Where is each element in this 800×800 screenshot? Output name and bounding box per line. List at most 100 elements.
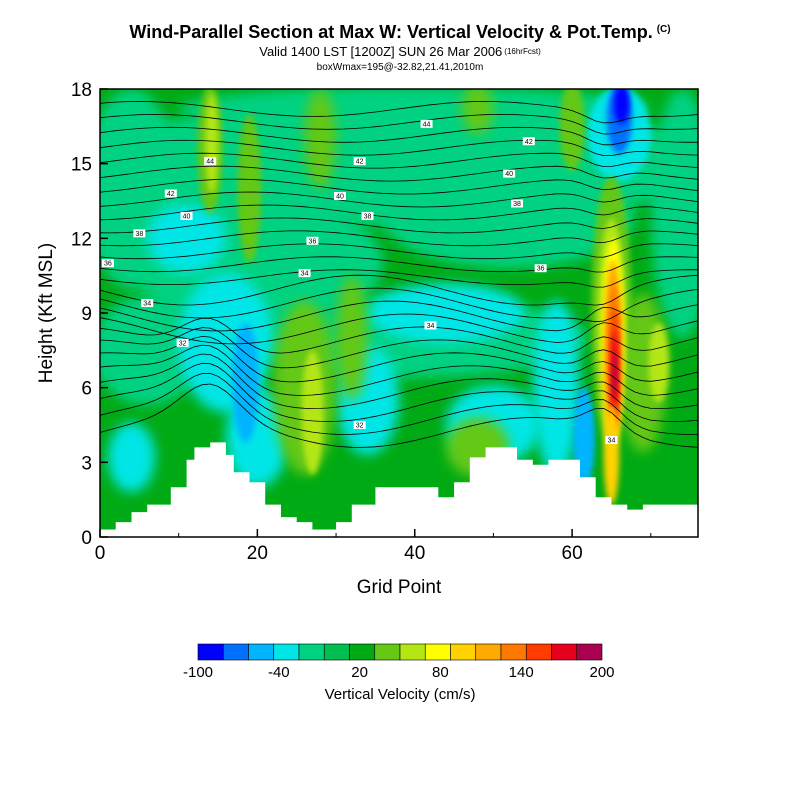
y-tick-label: 15 xyxy=(71,155,92,176)
contour-label-box xyxy=(605,435,618,444)
contour-label-text: 44 xyxy=(423,121,431,128)
contour-label-text: 38 xyxy=(135,231,143,238)
x-tick-label: 60 xyxy=(562,543,583,564)
contour-label-box xyxy=(361,211,374,220)
contour-label-40: 40 xyxy=(503,169,516,178)
theta-contour-line xyxy=(100,274,698,306)
velocity-cell-25 xyxy=(648,322,669,403)
contour-label-box xyxy=(176,338,189,347)
contour-label-box xyxy=(180,211,193,220)
colorbar-swatch xyxy=(248,643,275,661)
contour-label-38: 38 xyxy=(133,229,146,238)
contour-label-text: 42 xyxy=(167,191,175,198)
colorbar-swatch xyxy=(374,643,401,661)
theta-contours xyxy=(100,100,698,448)
theta-contour-line xyxy=(100,344,698,396)
colorbar-swatch xyxy=(551,643,578,661)
contour-label-text: 44 xyxy=(206,159,214,166)
velocity-cell-41 xyxy=(603,405,620,505)
colorbar-swatch xyxy=(450,643,477,661)
theta-contour-line xyxy=(100,113,698,135)
contour-label-text: 32 xyxy=(356,423,364,430)
chart-valid-time: Valid 1400 LST [1200Z] SUN 26 Mar 2006 (1… xyxy=(0,44,800,59)
theta-contour-line xyxy=(100,287,698,323)
colorbar-tick-label: 200 xyxy=(589,664,614,681)
theta-contour-line xyxy=(100,383,698,448)
theta-contour-line xyxy=(100,126,698,146)
velocity-cell-22 xyxy=(301,350,324,475)
theta-contour-line xyxy=(100,243,698,260)
y-tick-label: 3 xyxy=(81,453,92,474)
vertical-velocity-field xyxy=(100,89,698,537)
contour-label-text: 34 xyxy=(427,323,435,330)
contour-label-box xyxy=(503,169,516,178)
x-tick-label: 0 xyxy=(95,543,106,564)
contour-label-34: 34 xyxy=(141,299,154,308)
theta-contour-line xyxy=(100,269,698,288)
colorbar-tick-label: 140 xyxy=(509,664,534,681)
velocity-cell-32 xyxy=(461,89,494,134)
contour-label-box xyxy=(298,269,311,278)
contour-label-38: 38 xyxy=(361,211,374,220)
theta-contour-line xyxy=(100,217,698,234)
contour-label-32: 32 xyxy=(176,338,189,347)
colorbar-swatch xyxy=(475,643,502,661)
velocity-cell-14 xyxy=(147,203,226,274)
velocity-cell-16 xyxy=(107,422,156,493)
theta-contour-line xyxy=(100,372,698,435)
contour-label-text: 36 xyxy=(309,238,317,245)
contour-label-44: 44 xyxy=(204,157,217,166)
contour-label-box xyxy=(511,199,524,208)
contour-label-text: 42 xyxy=(356,159,364,166)
velocity-cell-29 xyxy=(237,113,262,264)
contour-label-box xyxy=(204,157,217,166)
colorbar-swatch xyxy=(298,643,325,661)
y-tick-label: 0 xyxy=(81,528,92,549)
colorbar-swatch xyxy=(500,643,527,661)
theta-contour-line xyxy=(100,256,698,273)
contour-label-text: 42 xyxy=(525,139,533,146)
contour-label-36: 36 xyxy=(101,259,114,268)
colorbar-swatch xyxy=(424,643,451,661)
contour-label-box xyxy=(424,321,437,330)
colorbar-tick-label: -100 xyxy=(183,664,213,681)
contour-label-40: 40 xyxy=(333,192,346,201)
contour-label-text: 34 xyxy=(608,437,616,444)
colorbar-tick-label: 20 xyxy=(351,664,368,681)
contour-label-32: 32 xyxy=(353,421,366,430)
theta-contour-line xyxy=(100,317,698,354)
contour-label-42: 42 xyxy=(353,157,366,166)
plot-area: 44 42 40 38 36 34 34 32 36 38 40 42 44 42 40 38 36 34 32 34 xyxy=(100,89,698,537)
chart-title-main: Wind-Parallel Section at Max W: Vertical… xyxy=(129,22,653,42)
theta-contour-line xyxy=(100,191,698,208)
contour-label-text: 40 xyxy=(336,194,344,201)
colorbar-swatch xyxy=(222,643,249,661)
contour-label-text: 34 xyxy=(301,271,309,278)
y-tick-label: 9 xyxy=(81,304,92,325)
velocity-cell-19 xyxy=(613,89,630,124)
contour-label-box xyxy=(141,299,154,308)
theta-contour-line xyxy=(100,100,698,124)
colorbar-tick-label: 80 xyxy=(432,664,449,681)
contour-label-text: 38 xyxy=(513,201,521,208)
contour-label-34: 34 xyxy=(424,321,437,330)
velocity-cell-4 xyxy=(650,89,698,338)
contour-label-box xyxy=(353,421,366,429)
contour-label-44: 44 xyxy=(420,119,433,128)
contour-label-text: 38 xyxy=(364,213,372,220)
y-tick-label: 12 xyxy=(71,229,92,250)
theta-contour-line xyxy=(100,230,698,247)
colorbar-title: Vertical Velocity (cm/s) xyxy=(325,686,476,703)
velocity-cell-5 xyxy=(178,89,651,132)
contour-label-text: 32 xyxy=(179,340,187,347)
colorbar: -100 -40 20 80 140 200 Vertical Velocity (cm/s… xyxy=(183,643,615,703)
contour-label-box xyxy=(333,192,346,201)
colorbar-swatch xyxy=(576,643,603,661)
contour-label-box xyxy=(522,137,535,146)
theta-contour-line xyxy=(100,327,698,369)
y-tick-label: 6 xyxy=(81,379,92,400)
colorbar-swatch xyxy=(323,643,350,661)
contour-label-text: 34 xyxy=(143,301,151,308)
